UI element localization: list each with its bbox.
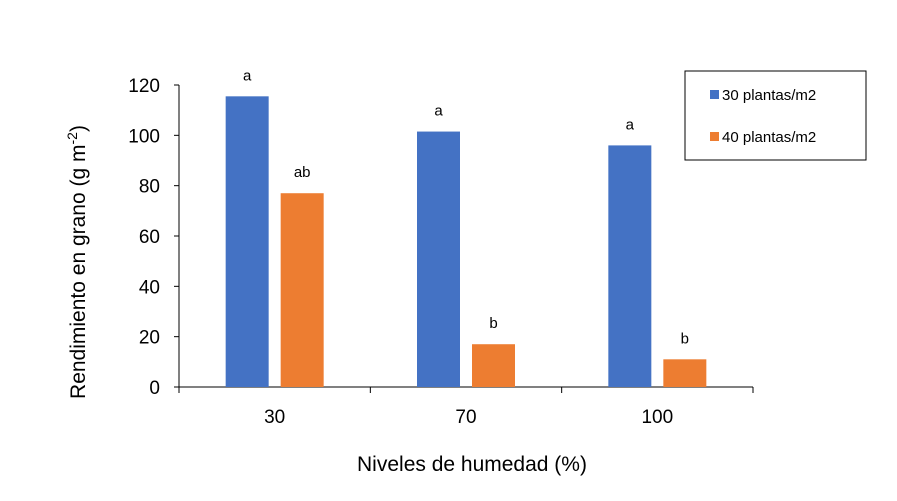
- legend-box: [684, 70, 867, 161]
- y-axis-title-main: Rendimiento en grano (g m: [67, 144, 90, 398]
- legend-swatch: [710, 132, 719, 141]
- y-axis-title-end: ): [67, 125, 90, 132]
- data-label: a: [434, 103, 443, 120]
- y-axis: 0 20 40 60 80 100 120: [128, 76, 180, 399]
- y-tick-label: 40: [139, 277, 160, 298]
- y-tick-label: 0: [149, 378, 160, 399]
- x-tick-label: 70: [455, 407, 476, 428]
- bar: [417, 131, 460, 387]
- data-label: ab: [294, 164, 311, 181]
- y-tick-label: 20: [139, 328, 160, 349]
- y-axis-title: Rendimiento en grano (g m-2): [64, 125, 90, 399]
- x-tick-label: 30: [264, 407, 285, 428]
- legend-swatch: [710, 90, 719, 99]
- bars: [225, 96, 707, 387]
- y-tick-label: 80: [139, 177, 160, 198]
- legend-label: 30 plantas/m2: [722, 87, 816, 104]
- x-tick-label: 100: [641, 407, 673, 428]
- bar: [225, 96, 269, 387]
- y-tick-label: 60: [139, 227, 160, 248]
- y-tick-label: 120: [128, 76, 160, 97]
- data-label: a: [626, 116, 635, 133]
- legend-label: 40 plantas/m2: [722, 129, 816, 146]
- bar: [608, 145, 652, 387]
- bar: [663, 359, 707, 387]
- data-label: b: [681, 330, 689, 347]
- data-label: b: [489, 315, 497, 332]
- bar: [280, 193, 324, 387]
- legend-items: 30 plantas/m2 40 plantas/m2: [710, 87, 816, 146]
- x-axis: 30 70 100: [178, 386, 754, 428]
- x-axis-title: Niveles de humedad (%): [357, 453, 587, 476]
- bar-labels: a a a ab b b: [243, 67, 689, 347]
- y-axis-title-superscript: -2: [64, 132, 80, 145]
- data-label: a: [243, 67, 252, 84]
- y-tick-label: 100: [128, 126, 160, 147]
- legend: 30 plantas/m2 40 plantas/m2: [684, 70, 867, 161]
- bar: [472, 344, 515, 387]
